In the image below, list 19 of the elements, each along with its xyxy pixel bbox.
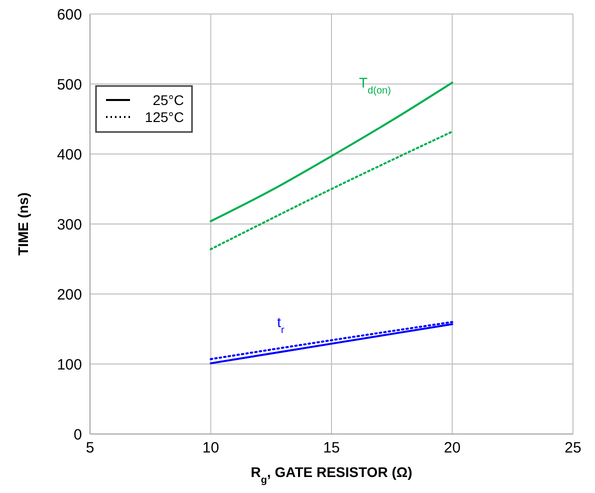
x-tick-label: 15 bbox=[323, 440, 340, 457]
x-tick-label: 5 bbox=[86, 440, 94, 457]
y-axis-title: TIME (ns) bbox=[15, 192, 31, 256]
annotation: 25°C bbox=[152, 92, 184, 108]
key-box: 25°C 125°C bbox=[95, 85, 193, 133]
y-tick-label: 400 bbox=[56, 146, 82, 164]
annotation: T$_{d(on)}$ bbox=[359, 74, 391, 96]
y-tick-label: 600 bbox=[56, 6, 82, 24]
x-axis-title: R$_{g}$, GATE RESISTOR (Ω) bbox=[250, 464, 412, 486]
x-tick-label: 10 bbox=[202, 440, 220, 457]
x-tick-label: 25 bbox=[564, 440, 582, 457]
y-tick-label: 500 bbox=[56, 76, 82, 94]
annotation: t$_{r}$ bbox=[277, 314, 286, 336]
annotation: 125°C bbox=[144, 109, 184, 125]
x-tick-label: 20 bbox=[444, 440, 461, 457]
y-tick-label: 300 bbox=[56, 216, 82, 234]
y-tick-label: 200 bbox=[56, 286, 82, 304]
y-tick-label: 100 bbox=[56, 356, 82, 374]
y-tick-label: 0 bbox=[74, 426, 82, 444]
